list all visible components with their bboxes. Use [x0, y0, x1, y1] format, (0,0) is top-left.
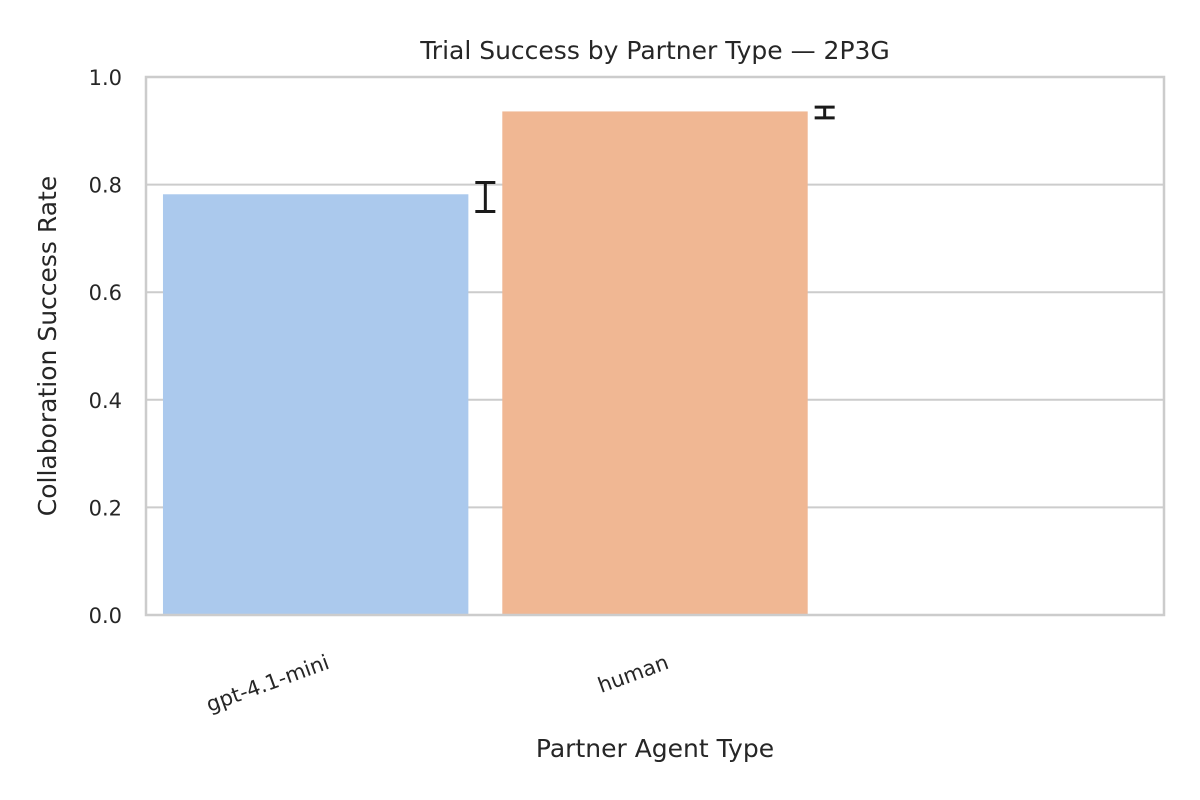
- error-bar: [475, 180, 496, 213]
- y-tick-label: 0.0: [89, 604, 122, 628]
- y-tick-label: 0.6: [89, 281, 122, 305]
- plot-frame: [144, 75, 1166, 617]
- y-tick-label: 0.8: [89, 174, 122, 198]
- error-bars: [475, 105, 835, 213]
- bar-gpt-4.1-mini: [162, 194, 469, 615]
- y-tick-label: 1.0: [89, 66, 122, 90]
- bar-human: [502, 111, 808, 615]
- x-axis-label: Partner Agent Type: [536, 734, 774, 763]
- y-tick-labels: 0.0 0.2 0.4 0.6 0.8 1.0: [89, 66, 122, 628]
- y-tick-label: 0.2: [89, 496, 122, 520]
- y-axis-label: Collaboration Success Rate: [33, 176, 62, 516]
- error-bar: [814, 105, 835, 120]
- y-tick-label: 0.4: [89, 389, 122, 413]
- chart-title: Trial Success by Partner Type — 2P3G: [419, 36, 890, 65]
- bars: [162, 111, 808, 615]
